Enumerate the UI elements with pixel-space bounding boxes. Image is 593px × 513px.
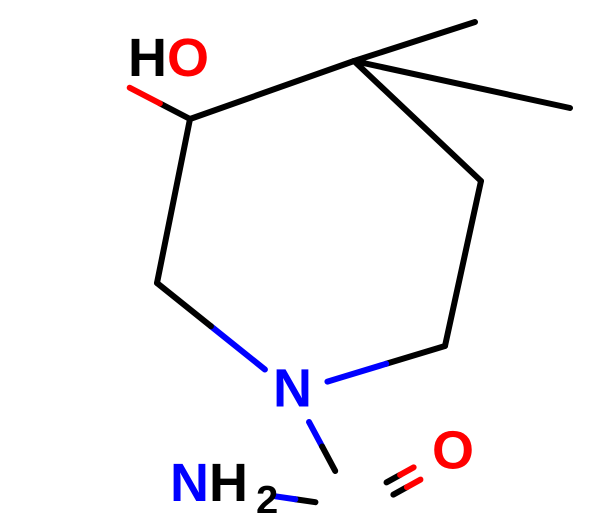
bond: [407, 480, 421, 488]
atom-label-O7: HO: [128, 28, 209, 88]
bond: [445, 181, 481, 346]
bond: [309, 422, 322, 446]
atom-label-N12: NH: [170, 453, 248, 513]
bond: [275, 496, 295, 499]
bond: [354, 61, 570, 108]
bond: [160, 103, 190, 119]
atom-sub-N12: 2: [256, 479, 278, 513]
chemical-structure: N HO O NH2: [0, 0, 593, 513]
bond: [400, 467, 414, 475]
bond: [190, 61, 354, 119]
bond: [295, 499, 315, 502]
bond: [386, 346, 445, 364]
bond: [327, 364, 386, 382]
bond: [130, 88, 160, 104]
atom-label-N5: N: [273, 358, 312, 418]
bond: [211, 326, 265, 369]
atom-label-O11: O: [432, 420, 474, 480]
bond: [322, 446, 335, 470]
bond: [354, 61, 481, 181]
bond: [157, 119, 190, 283]
bond: [354, 22, 475, 61]
bond: [157, 283, 211, 326]
